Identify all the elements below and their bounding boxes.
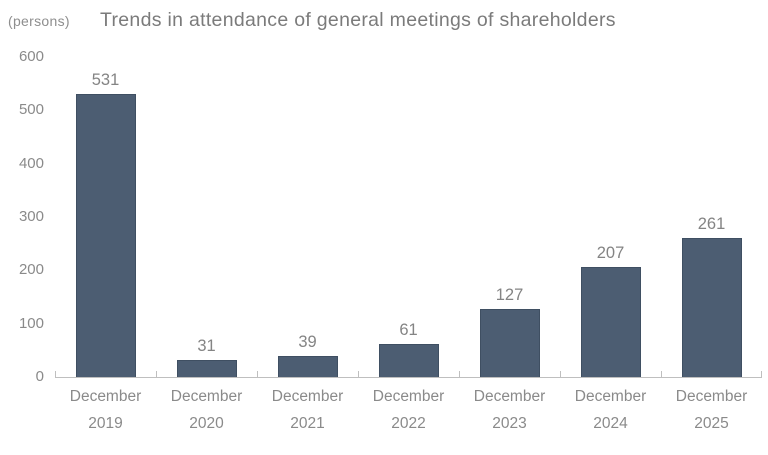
x-category-month: December xyxy=(170,388,243,405)
bar-value-label-2022: 61 xyxy=(399,321,418,340)
y-tick-label-0: 0 xyxy=(35,368,44,385)
plot-area: 531 31 39 61 127 207 261 xyxy=(55,57,762,377)
bar-group-2019: 531 xyxy=(55,57,156,377)
x-category-label-2021: December 2021 xyxy=(257,386,358,435)
x-category-label-2022: December 2022 xyxy=(358,386,459,435)
x-category-label-2024: December 2024 xyxy=(560,386,661,435)
x-category-year: 2023 xyxy=(492,415,527,432)
x-category-label-2020: December 2020 xyxy=(156,386,257,435)
bar-2019 xyxy=(75,93,136,377)
x-category-year: 2025 xyxy=(694,415,729,432)
y-tick-label-400: 400 xyxy=(18,154,44,172)
x-category-month: December xyxy=(574,388,647,405)
y-tick-label-200: 200 xyxy=(18,261,44,279)
x-axis-tick xyxy=(156,371,157,377)
bar-value-label-2024: 207 xyxy=(596,243,625,262)
bar-value-label-2023: 127 xyxy=(495,286,524,305)
bar-value-label-2021: 39 xyxy=(298,333,317,352)
bar-group-2025: 261 xyxy=(661,57,762,377)
x-category-month: December xyxy=(675,388,748,405)
x-category-month: December xyxy=(372,388,445,405)
x-category-year: 2020 xyxy=(189,415,224,432)
x-category-label-2025: December 2025 xyxy=(661,386,762,435)
x-category-year: 2022 xyxy=(391,415,426,432)
bar-group-2024: 207 xyxy=(560,57,661,377)
bar-group-2021: 39 xyxy=(257,57,358,377)
x-category-year: 2019 xyxy=(88,415,123,432)
x-axis-tick xyxy=(459,371,460,377)
bar-2022 xyxy=(378,344,439,377)
y-tick-label-300: 300 xyxy=(18,208,44,225)
x-axis-line xyxy=(55,377,762,378)
bar-value-label-2020: 31 xyxy=(197,337,216,356)
bar-2025 xyxy=(681,237,742,377)
bar-2024 xyxy=(580,266,641,377)
x-axis-tick xyxy=(661,371,662,377)
x-axis-tick xyxy=(55,371,56,377)
x-axis-tick xyxy=(761,371,762,377)
y-axis-unit-label: (persons) xyxy=(8,13,70,29)
bar-2023 xyxy=(479,309,540,377)
x-category-month: December xyxy=(271,388,344,405)
bar-2021 xyxy=(277,356,338,377)
bar-2020 xyxy=(176,360,237,377)
x-axis-tick xyxy=(358,371,359,377)
y-tick-label-500: 500 xyxy=(18,101,44,119)
x-category-month: December xyxy=(473,388,546,405)
chart-title: Trends in attendance of general meetings… xyxy=(100,9,616,31)
x-category-label-2019: December 2019 xyxy=(55,386,156,435)
y-tick-label-600: 600 xyxy=(18,48,44,65)
y-tick-label-100: 100 xyxy=(18,314,44,332)
bar-series: 531 31 39 61 127 207 261 xyxy=(55,57,762,377)
bar-group-2022: 61 xyxy=(358,57,459,377)
x-category-year: 2024 xyxy=(593,415,628,432)
x-category-label-2023: December 2023 xyxy=(459,386,560,435)
bar-value-label-2019: 531 xyxy=(91,70,120,89)
x-category-year: 2021 xyxy=(290,415,325,432)
x-axis-tick xyxy=(257,371,258,377)
bar-group-2023: 127 xyxy=(459,57,560,377)
x-category-month: December xyxy=(69,388,142,405)
x-axis-labels: December 2019 December 2020 December 2021 Dece… xyxy=(55,386,762,435)
bar-group-2020: 31 xyxy=(156,57,257,377)
bar-value-label-2025: 261 xyxy=(697,214,726,233)
y-axis: 0 100 200 300 400 500 600 xyxy=(0,0,44,455)
x-axis-tick xyxy=(560,371,561,377)
